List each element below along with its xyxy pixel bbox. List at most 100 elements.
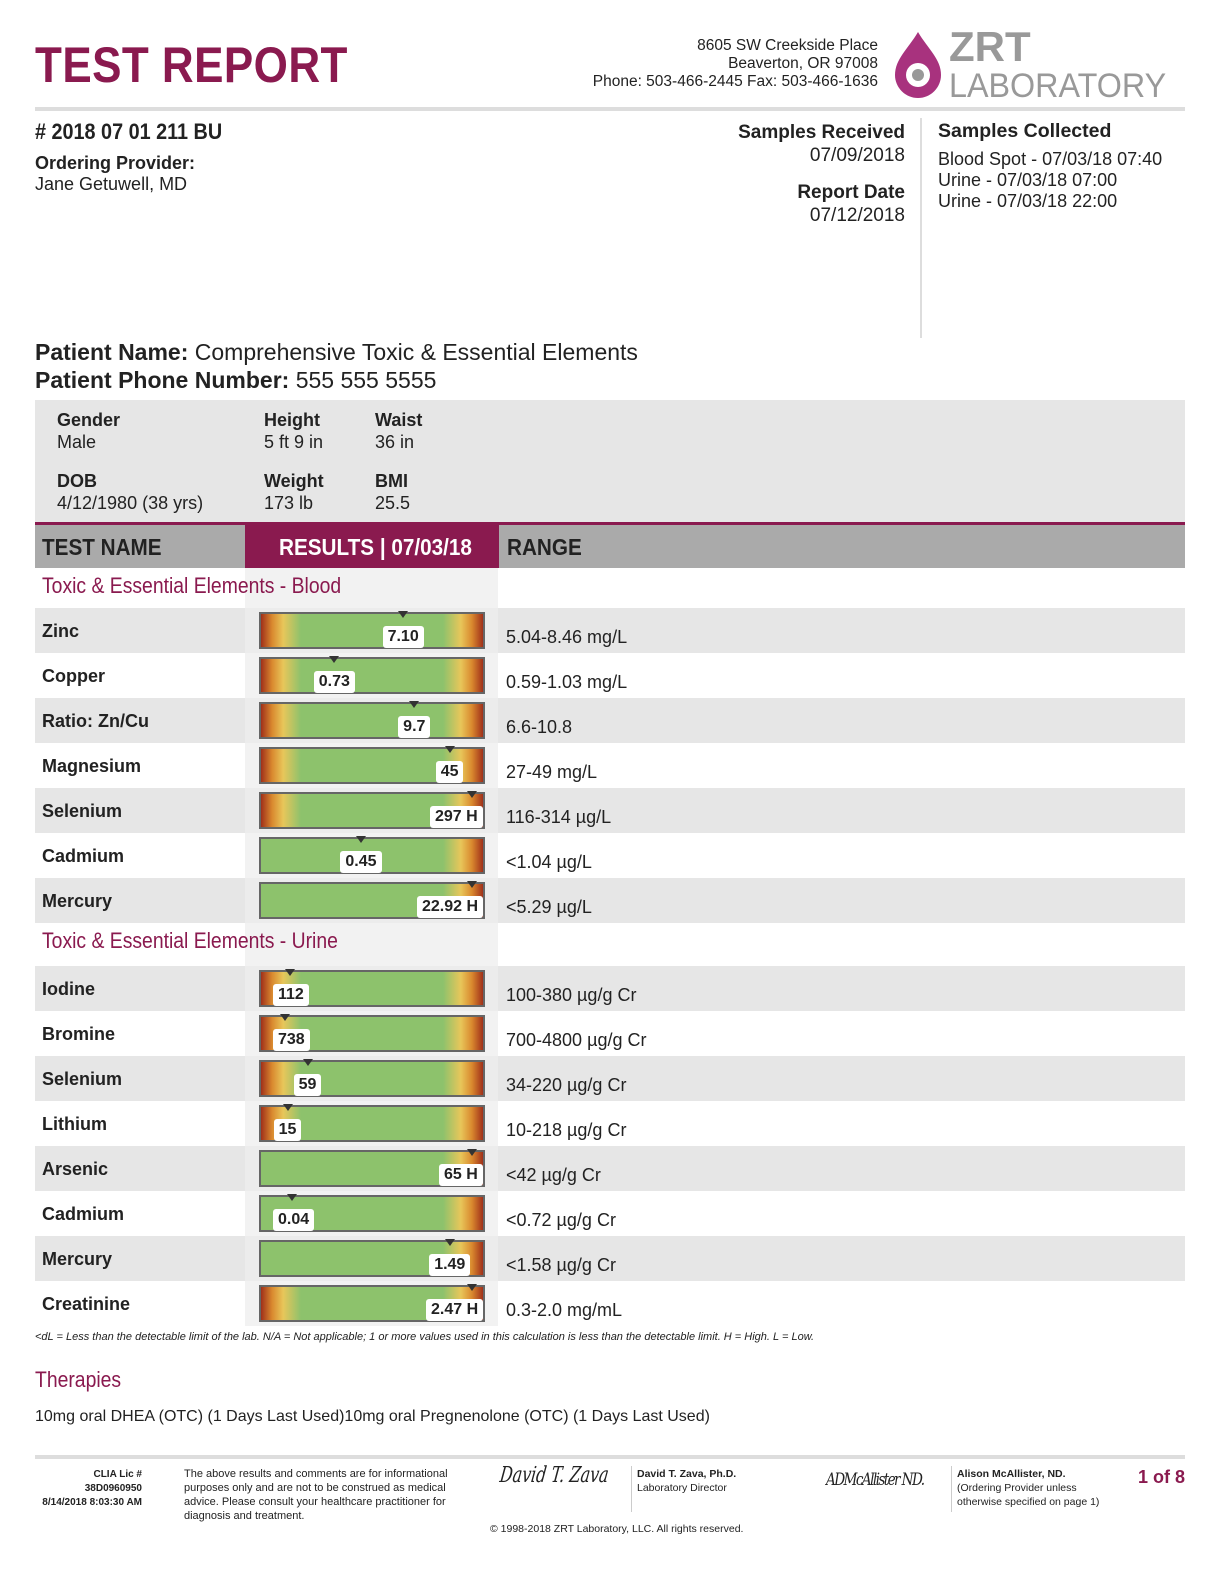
clia-number: CLIA Lic # 38D0960950 [84, 1469, 142, 1494]
table-row: Ratio: Zn/Cu 9.7 6.6-10.8 [35, 698, 1185, 743]
results-header-bg [245, 525, 499, 568]
test-name: Creatinine [42, 1294, 131, 1314]
divider [920, 118, 922, 338]
reference-range: 5.04-8.46 mg/L [506, 627, 628, 647]
result-value: 297 H [430, 806, 483, 828]
result-range-bar: 15 [259, 1104, 485, 1142]
reference-range: 0.3-2.0 mg/mL [506, 1300, 623, 1320]
address-line: 8605 SW Creekside Place [697, 37, 878, 54]
reference-range: <1.04 µg/L [506, 852, 592, 872]
weight: 173 lb [264, 493, 314, 513]
result-range-bar: 59 [259, 1059, 485, 1097]
sample-item: Urine - 07/03/18 07:00 [938, 170, 1118, 190]
table-row: Copper 0.73 0.59-1.03 mg/L [35, 653, 1185, 698]
logo-text-zrt: ZRT [949, 23, 1031, 70]
test-name: Arsenic [42, 1159, 109, 1179]
result-range-bar: 45 [259, 746, 485, 784]
value-marker-icon [282, 1104, 293, 1111]
col-results: RESULTS | 07/03/18 [279, 534, 472, 560]
bmi: 25.5 [375, 493, 411, 513]
table-row: Selenium 297 H 116-314 µg/L [35, 788, 1185, 833]
patient-info-panel: Gender Male Height 5 ft 9 in Waist 36 in DO… [35, 400, 1185, 522]
result-value: 0.73 [313, 671, 355, 693]
test-name: Bromine [42, 1024, 116, 1044]
value-marker-icon [280, 1014, 291, 1021]
divider [35, 522, 1185, 525]
reference-range: 34-220 µg/g Cr [506, 1075, 627, 1095]
ordering-provider-label: Ordering Provider: [35, 153, 196, 173]
height-label: Height [264, 410, 320, 430]
print-date: 8/14/2018 8:03:30 AM [42, 1497, 142, 1508]
result-range-bar: 22.92 H [259, 881, 485, 919]
result-value: 45 [435, 761, 464, 783]
report-id: # 2018 07 01 211 BU [35, 119, 223, 144]
test-name: Zinc [42, 621, 80, 641]
result-value: 7.10 [382, 626, 424, 648]
result-value: 59 [293, 1074, 322, 1096]
patient-phone-label: Patient Phone Number: [35, 367, 290, 393]
result-range-bar: 2.47 H [259, 1284, 485, 1322]
table-row: Selenium 59 34-220 µg/g Cr [35, 1056, 1185, 1101]
value-marker-icon [355, 836, 366, 843]
table-row: Cadmium 0.45 <1.04 µg/L [35, 833, 1185, 878]
section-title: Toxic & Essential Elements - Blood [42, 573, 342, 598]
signer-title: (Ordering Provider unless otherwise spec… [957, 1482, 1100, 1508]
zrt-logo: ZRT LABORATORY [893, 23, 1193, 105]
clia-info: CLIA Lic # 38D0960950 8/14/2018 8:03:30 A… [35, 1468, 142, 1510]
waist: 36 in [375, 432, 415, 452]
patient-phone: 555 555 5555 [295, 367, 437, 393]
test-name: Cadmium [42, 846, 125, 866]
test-name: Lithium [42, 1114, 107, 1134]
signature-mcallister: ADMcAllister ND. [826, 1470, 925, 1490]
table-row: Magnesium 45 27-49 mg/L [35, 743, 1185, 788]
result-value: 0.04 [273, 1209, 315, 1231]
reference-range: 27-49 mg/L [506, 762, 598, 782]
gender-label: Gender [57, 410, 121, 430]
test-name: Selenium [42, 801, 123, 821]
value-marker-icon [444, 1239, 455, 1246]
height: 5 ft 9 in [264, 432, 324, 452]
signer-mcallister: Alison McAllister, ND. (Ordering Provider… [957, 1467, 1107, 1509]
value-marker-icon [329, 656, 340, 663]
gender: Male [57, 432, 97, 452]
table-row: Mercury 22.92 H <5.29 µg/L [35, 878, 1185, 923]
samples-received: 07/09/2018 [809, 145, 905, 166]
result-value: 738 [273, 1029, 310, 1051]
reference-range: 700-4800 µg/g Cr [506, 1030, 647, 1050]
logo-text-laboratory: LABORATORY [949, 67, 1167, 105]
samples-received-label: Samples Received [738, 122, 905, 143]
divider [631, 1466, 632, 1512]
result-value: 1.49 [429, 1254, 471, 1276]
signature-zava: David T. Zava [498, 1463, 611, 1488]
dob: 4/12/1980 (38 yrs) [57, 493, 204, 513]
patient-name-line: Patient Name: Comprehensive Toxic & Esse… [35, 338, 638, 366]
value-marker-icon [398, 611, 409, 618]
reference-range: <1.58 µg/g Cr [506, 1255, 616, 1275]
result-range-bar: 65 H [259, 1149, 485, 1187]
signer-zava: David T. Zava, Ph.D. Laboratory Director [637, 1467, 736, 1495]
result-value: 112 [273, 984, 309, 1006]
test-name: Mercury [42, 1249, 113, 1269]
test-name: Magnesium [42, 756, 142, 776]
report-date: 07/12/2018 [809, 205, 905, 226]
divider [35, 107, 1185, 111]
ordering-provider: Jane Getuwell, MD [35, 174, 188, 194]
table-row: Bromine 738 700-4800 µg/g Cr [35, 1011, 1185, 1056]
result-range-bar: 0.73 [259, 656, 485, 694]
table-row: Zinc 7.10 5.04-8.46 mg/L [35, 608, 1185, 653]
table-row: Lithium 15 10-218 µg/g Cr [35, 1101, 1185, 1146]
result-range-bar: 1.49 [259, 1239, 485, 1277]
result-range-bar: 0.04 [259, 1194, 485, 1232]
lab-address: 8605 SW Creekside Place Beaverton, OR 97… [593, 37, 878, 91]
weight-label: Weight [264, 471, 324, 491]
result-value: 0.45 [340, 851, 382, 873]
patient-header: Patient Name: Comprehensive Toxic & Esse… [35, 338, 638, 394]
patient-name: Comprehensive Toxic & Essential Elements [194, 339, 638, 365]
patient-phone-line: Patient Phone Number: 555 555 5555 [35, 366, 638, 394]
reference-range: 6.6-10.8 [506, 717, 573, 737]
report-date-label: Report Date [797, 182, 905, 203]
bmi-label: BMI [375, 471, 408, 491]
reference-range: 0.59-1.03 mg/L [506, 672, 628, 692]
signer-name: Alison McAllister, ND. [957, 1468, 1066, 1480]
result-value: 9.7 [398, 716, 431, 738]
